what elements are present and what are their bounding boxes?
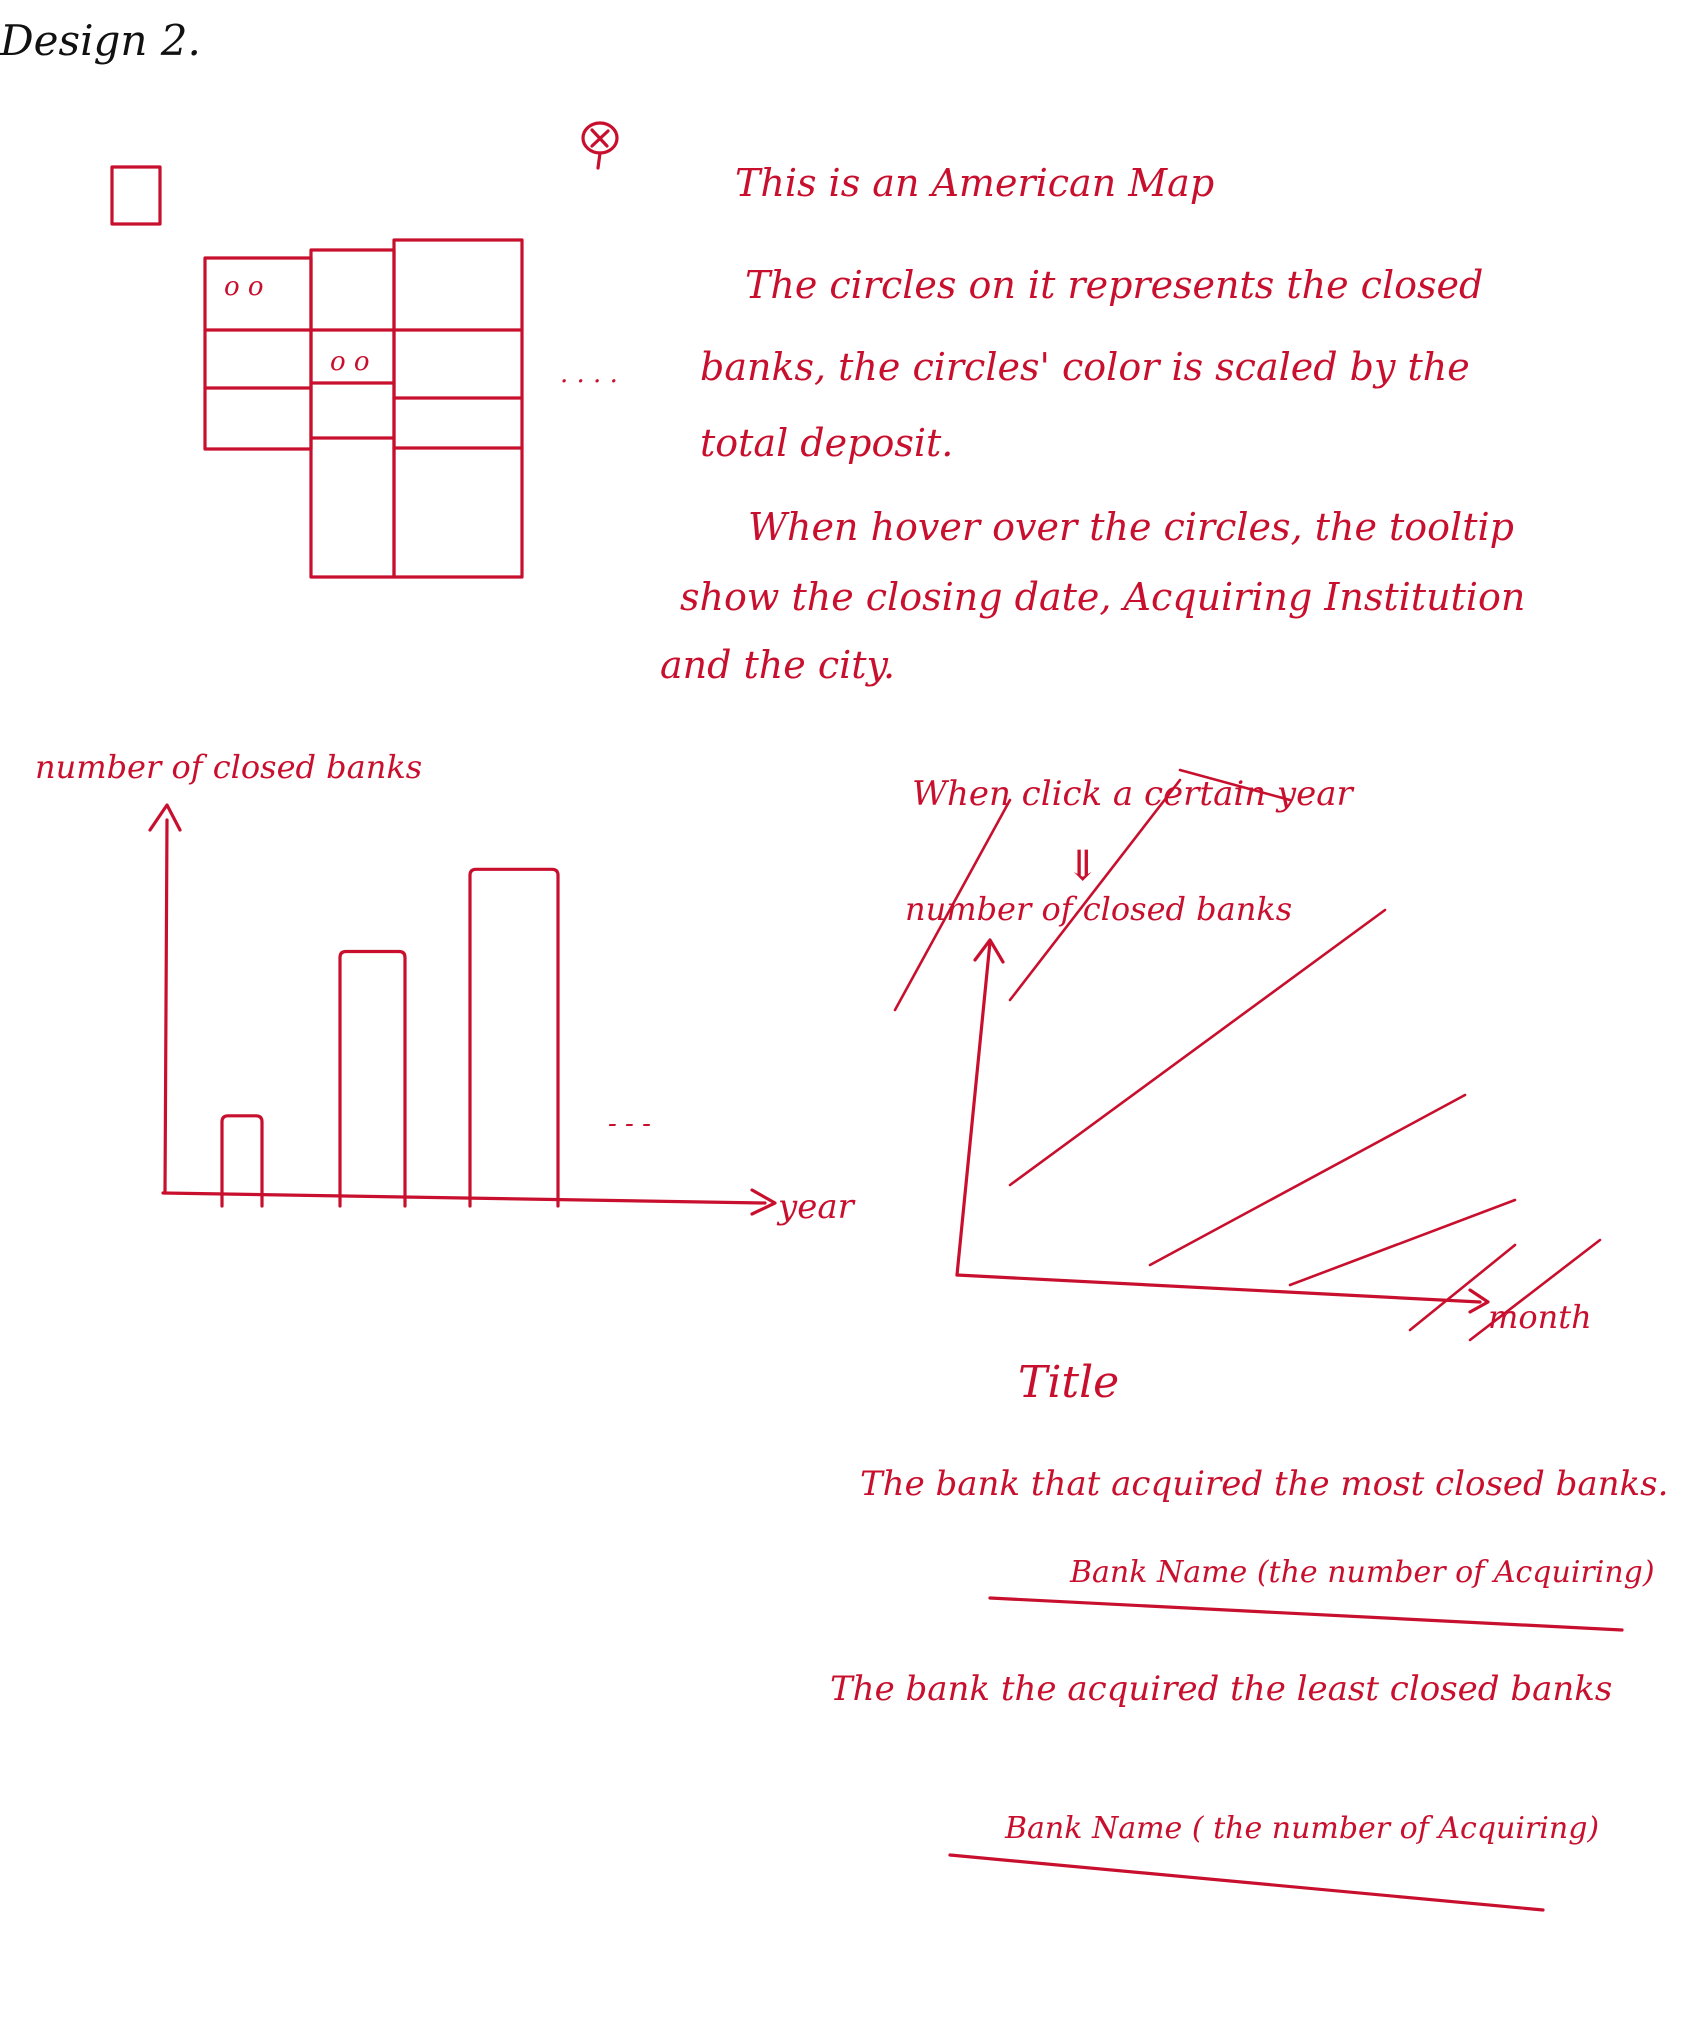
checkbox-icon — [110, 165, 162, 226]
page-title: Design 2. — [0, 16, 201, 65]
map-sketch: o o o o . . . . — [110, 121, 619, 579]
month-chart-hatching — [893, 768, 1602, 1342]
map-note-line5: When hover over the circles, the tooltip — [748, 505, 1514, 549]
map-cell-right — [392, 238, 524, 579]
year-bar-3 — [468, 867, 560, 1208]
year-bar-2 — [338, 949, 407, 1208]
map-description: This is an American Map The circles on i… — [660, 161, 1525, 687]
year-chart: number of closed banks year - - - — [35, 748, 856, 1227]
most-value: Bank Name (the number of Acquiring) — [1069, 1555, 1655, 1590]
summary-block: Title The bank that acquired the most cl… — [830, 1357, 1668, 1912]
map-note-line1: This is an American Map — [735, 161, 1214, 205]
year-chart-ellipsis: - - - — [608, 1109, 651, 1139]
map-circles-a: o o — [224, 272, 264, 302]
map-ellipsis: . . . . — [560, 359, 618, 389]
map-cell-middle — [309, 248, 396, 579]
month-chart: When click a certain year ⇓ number of cl… — [893, 768, 1602, 1342]
year-chart-x-arrowhead — [750, 1188, 777, 1216]
month-chart-ylabel: number of closed banks — [905, 890, 1292, 928]
map-note-line2: The circles on it represents the closed — [745, 263, 1483, 307]
map-note-line3: banks, the circles' color is scaled by t… — [700, 345, 1470, 389]
month-chart-note: When click a certain year — [912, 774, 1355, 814]
pin-icon — [581, 121, 619, 170]
map-circles-b: o o — [330, 347, 370, 377]
month-chart-x-arrowhead — [1468, 1288, 1490, 1314]
most-label: The bank that acquired the most closed b… — [860, 1464, 1668, 1504]
map-note-line6: show the closing date, Acquiring Institu… — [680, 575, 1525, 619]
year-chart-y-axis — [163, 818, 169, 1195]
summary-title: Title — [1018, 1357, 1119, 1408]
map-note-line4: total deposit. — [700, 421, 953, 465]
year-chart-xlabel: year — [776, 1187, 856, 1227]
least-label: The bank the acquired the least closed b… — [830, 1669, 1612, 1709]
month-chart-y-arrowhead — [973, 938, 1005, 964]
month-chart-x-axis — [955, 1273, 1482, 1304]
month-chart-xlabel: month — [1488, 1298, 1592, 1336]
month-chart-y-axis — [955, 940, 992, 1277]
year-chart-x-axis — [161, 1191, 767, 1205]
map-note-line7: and the city. — [660, 643, 895, 687]
least-value: Bank Name ( the number of Acquiring) — [1004, 1811, 1599, 1846]
month-chart-arrow: ⇓ — [1065, 841, 1100, 890]
year-bar-1 — [220, 1114, 264, 1208]
least-underline — [948, 1853, 1545, 1912]
year-chart-ylabel: number of closed banks — [35, 748, 422, 786]
year-chart-y-arrowhead — [148, 803, 182, 832]
most-underline — [988, 1596, 1624, 1632]
